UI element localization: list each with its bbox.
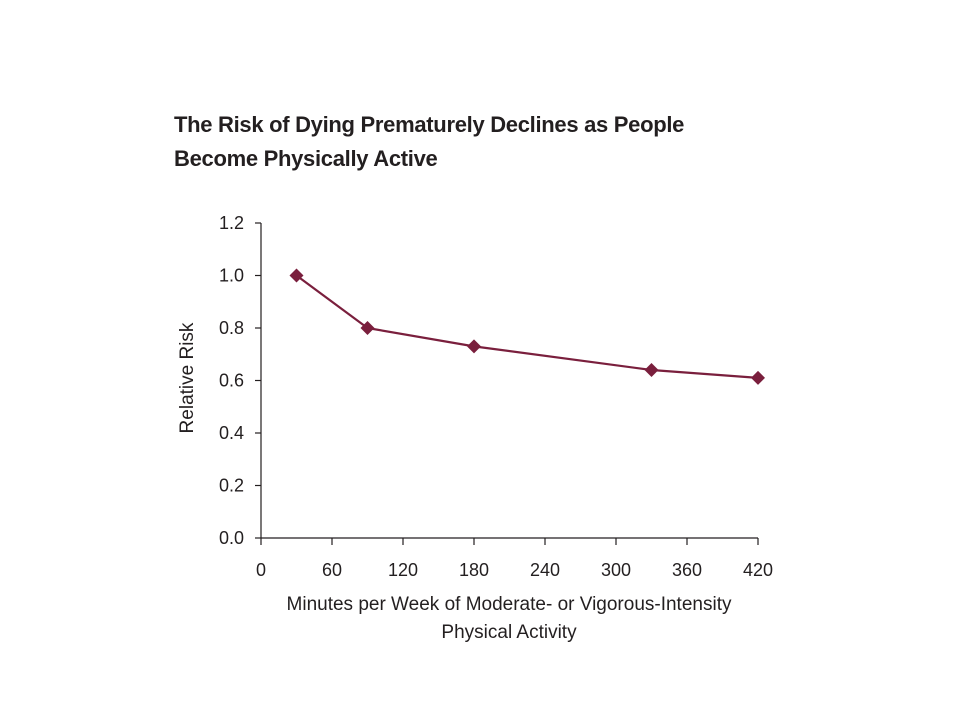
x-axis-ticks: 0 60 120 180 240 300 360 420 bbox=[256, 538, 773, 580]
y-tick-label: 1.0 bbox=[219, 266, 244, 286]
data-point-diamond bbox=[751, 370, 765, 385]
y-axis-ticks: 0.0 0.2 0.4 0.6 0.8 1.0 1.2 bbox=[219, 213, 261, 548]
chart-title-line-1: The Risk of Dying Prematurely Declines a… bbox=[174, 112, 685, 137]
x-tick-label: 420 bbox=[743, 560, 773, 580]
chart-title-line-2: Become Physically Active bbox=[174, 146, 438, 171]
x-tick-label: 300 bbox=[601, 560, 631, 580]
data-point-diamond bbox=[289, 268, 304, 283]
x-tick-label: 180 bbox=[459, 560, 489, 580]
data-point-diamond bbox=[644, 363, 659, 377]
y-axis-title: Relative Risk bbox=[177, 322, 198, 433]
x-tick-label: 120 bbox=[388, 560, 418, 580]
y-tick-label: 0.4 bbox=[219, 423, 244, 443]
y-tick-label: 0.6 bbox=[219, 371, 244, 391]
x-axis-title-line-1: Minutes per Week of Moderate- or Vigorou… bbox=[287, 594, 732, 615]
y-tick-label: 0.0 bbox=[219, 528, 244, 548]
chart-title: The Risk of Dying Prematurely Declines a… bbox=[174, 108, 684, 176]
x-axis-title-line-2: Physical Activity bbox=[441, 622, 577, 643]
y-tick-label: 1.2 bbox=[219, 213, 244, 233]
data-point-diamond bbox=[467, 339, 481, 354]
series-group bbox=[289, 268, 765, 385]
x-tick-label: 0 bbox=[256, 560, 266, 580]
data-point-diamond bbox=[360, 321, 375, 335]
x-tick-label: 60 bbox=[322, 560, 342, 580]
x-tick-label: 360 bbox=[672, 560, 702, 580]
y-tick-label: 0.2 bbox=[219, 476, 244, 496]
x-tick-label: 240 bbox=[530, 560, 560, 580]
y-tick-label: 0.8 bbox=[219, 318, 244, 338]
